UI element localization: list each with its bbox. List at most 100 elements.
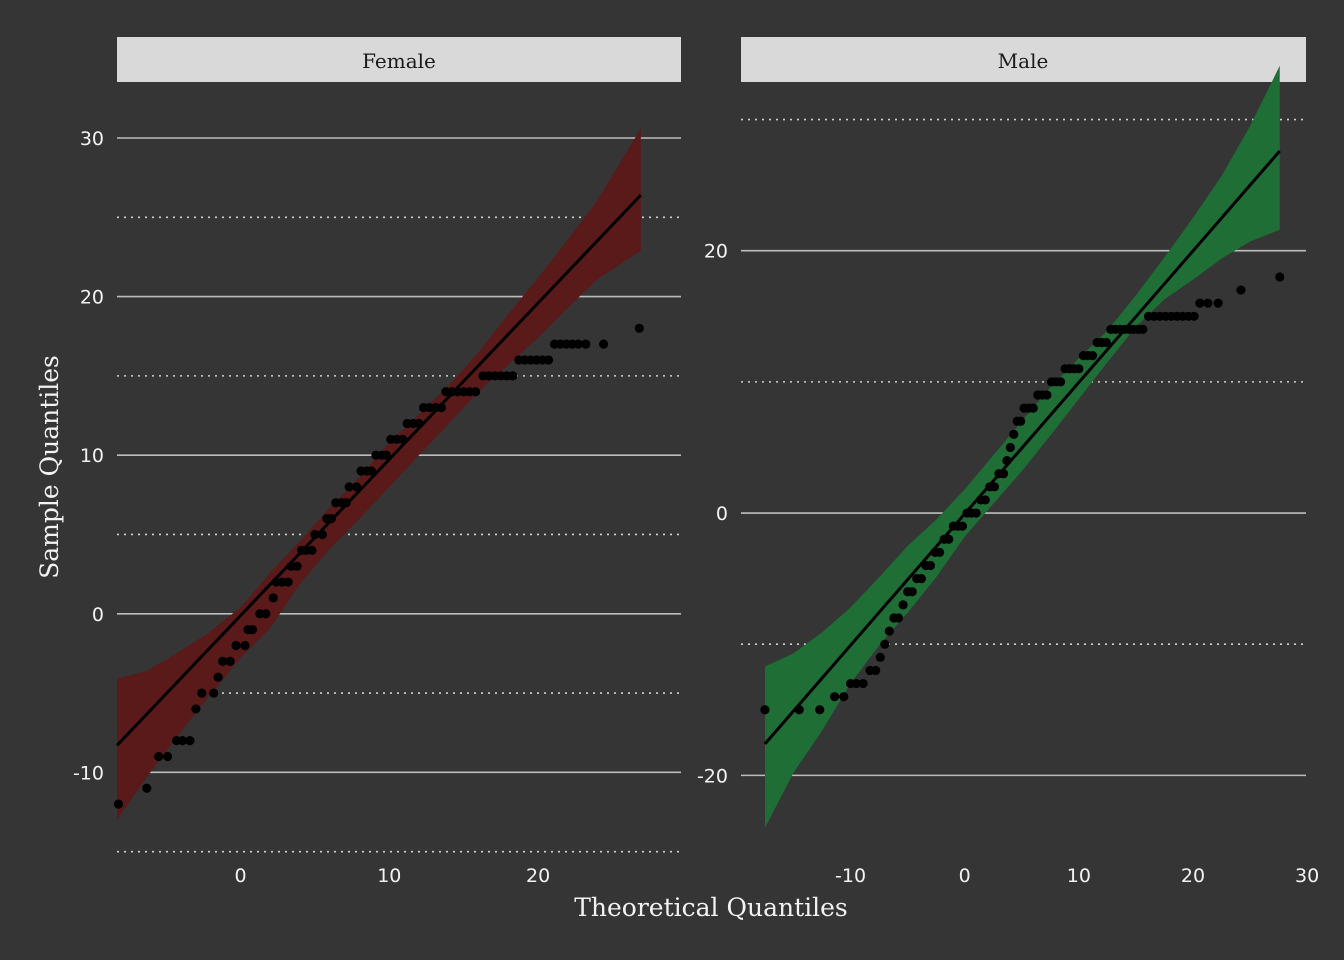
male-data-point bbox=[815, 705, 825, 715]
female-data-point bbox=[307, 545, 317, 555]
male-x-tick-label: 30 bbox=[1295, 865, 1319, 887]
female-data-point bbox=[261, 609, 271, 619]
female-data-point bbox=[634, 323, 644, 333]
female-x-tick-labels: 0 10 20 bbox=[234, 865, 550, 887]
female-data-point bbox=[381, 450, 391, 460]
male-data-point bbox=[925, 560, 936, 571]
male-data-point bbox=[1074, 364, 1084, 374]
strip-male-background bbox=[741, 37, 1306, 82]
female-y-tick-label: 20 bbox=[80, 287, 104, 309]
x-axis-title: Theoretical Quantiles bbox=[574, 893, 848, 922]
male-data-point bbox=[871, 665, 881, 676]
female-data-point bbox=[508, 371, 518, 381]
female-y-tick-label: -10 bbox=[73, 762, 104, 784]
male-data-point bbox=[944, 534, 954, 544]
female-data-point bbox=[351, 482, 362, 492]
female-data-point bbox=[283, 577, 293, 587]
male-data-point bbox=[1042, 390, 1052, 400]
female-data-point bbox=[225, 656, 235, 666]
female-fit-line bbox=[115, 194, 642, 747]
female-data-point bbox=[209, 688, 219, 698]
female-data-point bbox=[218, 656, 228, 666]
female-data-point bbox=[366, 466, 377, 476]
male-data-point bbox=[1236, 285, 1246, 295]
male-y-tick-label: 0 bbox=[716, 503, 728, 525]
male-data-point bbox=[935, 547, 945, 557]
panel-male: Male -20 0 20 -10 0 10 20 30 bbox=[697, 37, 1319, 887]
male-data-point bbox=[1138, 324, 1148, 335]
female-confidence-band bbox=[117, 128, 641, 820]
female-data-point bbox=[341, 498, 351, 508]
male-data-point bbox=[884, 626, 894, 636]
male-data-point bbox=[916, 574, 926, 584]
strip-male-label: Male bbox=[998, 49, 1049, 73]
female-data-point bbox=[310, 529, 320, 540]
female-data-point bbox=[162, 751, 173, 762]
male-fit-line bbox=[763, 150, 1281, 745]
male-data-point bbox=[893, 613, 904, 623]
female-data-point bbox=[599, 339, 609, 349]
female-data-point bbox=[317, 529, 327, 540]
female-band-area bbox=[117, 128, 641, 820]
male-y-tick-label: 20 bbox=[704, 241, 728, 263]
male-data-point bbox=[1028, 403, 1038, 413]
strip-female-background bbox=[117, 37, 681, 82]
male-data-point bbox=[1213, 298, 1223, 308]
female-data-point bbox=[240, 640, 250, 651]
female-reference-line bbox=[115, 194, 642, 747]
female-data-point bbox=[471, 387, 481, 397]
male-data-point bbox=[875, 652, 885, 662]
female-y-tick-label: 0 bbox=[92, 604, 104, 626]
male-data-point bbox=[1009, 429, 1019, 439]
female-data-point bbox=[185, 736, 195, 746]
female-data-point bbox=[142, 783, 152, 793]
male-data-point bbox=[880, 639, 890, 649]
male-data-point bbox=[829, 692, 840, 702]
female-data-point bbox=[414, 418, 424, 429]
male-data-point bbox=[1195, 298, 1205, 308]
male-x-tick-label: 10 bbox=[1067, 865, 1091, 887]
female-data-point bbox=[213, 672, 223, 682]
female-x-tick-label: 0 bbox=[234, 865, 246, 887]
female-data-point bbox=[177, 736, 188, 746]
male-data-point bbox=[980, 495, 990, 505]
female-data-point bbox=[543, 355, 554, 365]
female-x-tick-label: 20 bbox=[526, 865, 550, 887]
female-data-point bbox=[581, 339, 591, 349]
strip-female-label: Female bbox=[362, 49, 436, 73]
male-data-point bbox=[998, 469, 1009, 479]
y-axis-title: Sample Quantiles bbox=[35, 355, 64, 579]
male-data-point bbox=[989, 482, 999, 492]
male-data-point bbox=[858, 678, 868, 689]
male-y-tick-labels: -20 0 20 bbox=[697, 241, 728, 788]
female-data-point bbox=[197, 688, 207, 698]
male-x-tick-label: 0 bbox=[959, 865, 971, 887]
female-data-point bbox=[247, 625, 258, 635]
male-data-point bbox=[1055, 377, 1066, 387]
male-x-tick-label: 20 bbox=[1181, 865, 1205, 887]
female-data-point bbox=[436, 402, 447, 413]
male-data-point bbox=[1203, 298, 1213, 308]
female-y-tick-label: 30 bbox=[80, 128, 104, 150]
male-data-point bbox=[1016, 416, 1026, 426]
male-data-point bbox=[839, 692, 849, 702]
male-data-point bbox=[1275, 272, 1285, 282]
female-data-point bbox=[231, 640, 241, 651]
female-data-point bbox=[268, 593, 278, 603]
female-data-point bbox=[398, 434, 408, 444]
male-y-tick-label: -20 bbox=[697, 765, 728, 787]
male-data-point bbox=[1101, 337, 1111, 348]
male-data-point bbox=[794, 705, 804, 715]
male-points bbox=[760, 272, 1285, 715]
female-y-tick-labels: -10 0 10 20 30 bbox=[73, 128, 104, 784]
female-y-tick-label: 10 bbox=[80, 445, 104, 467]
female-x-tick-label: 10 bbox=[377, 865, 401, 887]
male-data-point bbox=[1087, 351, 1098, 361]
female-data-point bbox=[154, 751, 164, 762]
female-data-point bbox=[344, 482, 354, 492]
male-data-point bbox=[957, 521, 968, 531]
male-data-point bbox=[760, 705, 770, 715]
male-data-point bbox=[1005, 442, 1015, 453]
male-data-point bbox=[851, 678, 861, 689]
